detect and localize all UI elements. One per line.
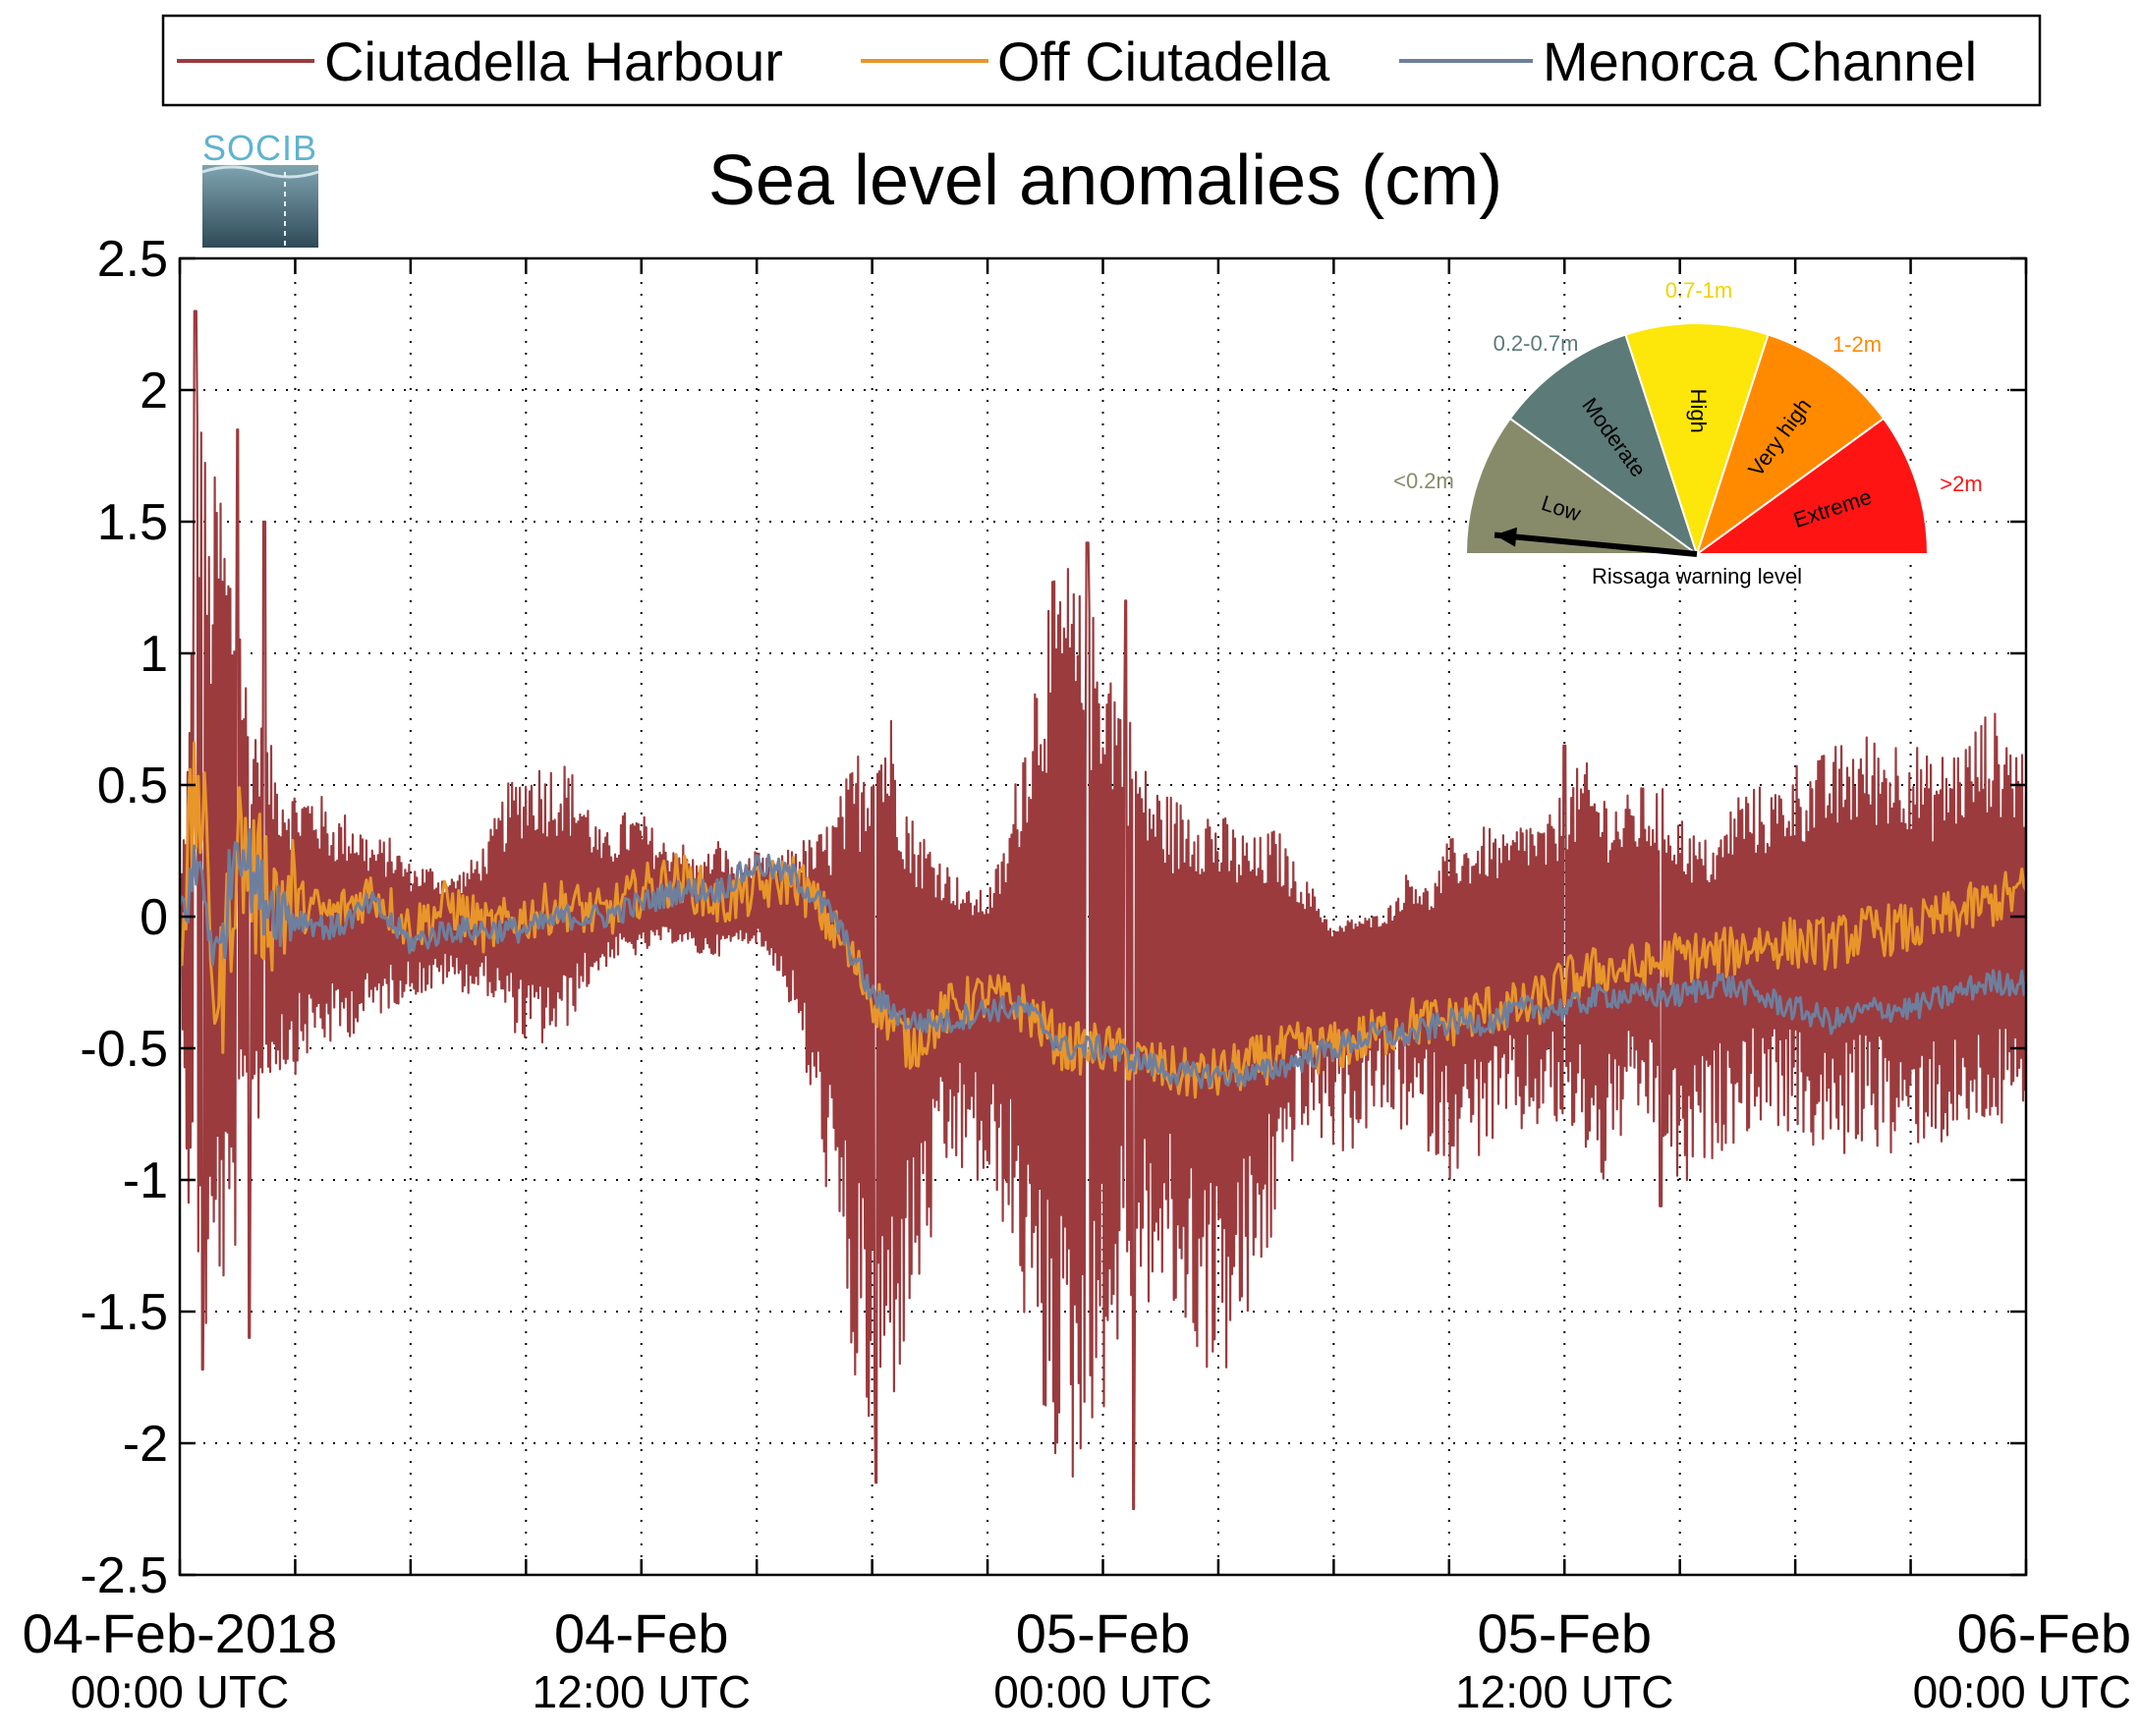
x-tick-sublabel: 00:00 UTC — [993, 1666, 1211, 1717]
x-tick-sublabel: 00:00 UTC — [71, 1666, 289, 1717]
x-tick-label: 04-Feb — [554, 1602, 728, 1664]
gauge-segment-high — [1624, 322, 1770, 558]
y-tick-label: -0.5 — [80, 1021, 168, 1078]
y-tick-labels: -2.5 -2 -1.5 -1 -0.5 0 0.5 1 1.5 2 2.5 — [80, 231, 168, 1604]
gauge-caption: Rissaga warning level — [1592, 564, 1802, 588]
gauge-segment-extreme — [1693, 417, 1930, 555]
gauge-range-moderate: 0.2-0.7m — [1493, 331, 1579, 356]
series-line-ciutadella-harbour — [180, 309, 2026, 1511]
gauge-label-high: High — [1686, 389, 1711, 433]
y-tick-label: -2.5 — [80, 1547, 168, 1604]
x-tick-label: 05-Feb — [1478, 1602, 1652, 1664]
legend-frame — [161, 14, 2042, 107]
x-tick-label: 05-Feb — [1016, 1602, 1190, 1664]
gauge-range-low: <0.2m — [1393, 469, 1454, 493]
series-layer — [180, 309, 2026, 1511]
y-tick-label: -2 — [123, 1416, 168, 1473]
y-tick-label: 1 — [140, 626, 168, 683]
series-line-menorca-channel — [180, 828, 2026, 1090]
ticks — [178, 256, 2028, 1577]
y-tick-label: -1.5 — [80, 1284, 168, 1341]
x-tick-sublabel: 00:00 UTC — [1913, 1666, 2131, 1717]
y-tick-label: -1 — [123, 1152, 168, 1209]
socib-logo-text: SOCIB — [202, 128, 317, 168]
legend-label-off-ciutadella: Off Ciutadella — [997, 30, 1330, 92]
gauge-range-high: 0.7-1m — [1665, 278, 1732, 303]
gauge-segment-very-high — [1695, 333, 1886, 557]
gauge-range-very-high: 1-2m — [1832, 332, 1882, 357]
y-tick-label: 1.5 — [97, 494, 168, 551]
gauge-range-extreme: >2m — [1940, 472, 1982, 496]
gauge-needle-head — [1494, 527, 1517, 547]
legend-label-menorca-channel: Menorca Channel — [1543, 30, 1977, 92]
y-tick-label: 2 — [140, 363, 168, 420]
y-tick-label: 0 — [140, 889, 168, 946]
x-tick-sublabel: 12:00 UTC — [533, 1666, 751, 1717]
legend-label-ciutadella-harbour: Ciutadella Harbour — [324, 30, 783, 92]
socib-logo-block — [202, 165, 318, 248]
y-tick-label: 2.5 — [97, 231, 168, 288]
x-tick-label: 06-Feb — [1957, 1602, 2131, 1664]
grid — [180, 258, 2026, 1575]
y-tick-label: 0.5 — [97, 757, 168, 814]
socib-logo: SOCIB — [201, 128, 319, 248]
gauge-segment-low — [1464, 417, 1701, 555]
gauge-needle — [1493, 532, 1698, 557]
gauge-segment-moderate — [1508, 333, 1699, 557]
x-tick-label: 04-Feb-2018 — [23, 1602, 338, 1664]
chart-title: Sea level anomalies (cm) — [708, 141, 1502, 220]
legend: Ciutadella Harbour Off Ciutadella Menorc… — [161, 14, 2042, 107]
x-tick-sublabel: 12:00 UTC — [1455, 1666, 1673, 1717]
socib-logo-wave — [201, 165, 319, 179]
